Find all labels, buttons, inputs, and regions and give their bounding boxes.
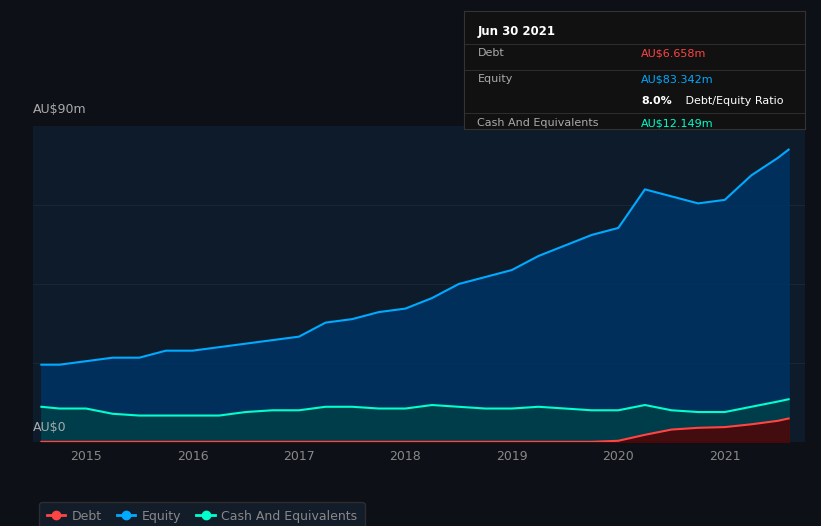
Legend: Debt, Equity, Cash And Equivalents: Debt, Equity, Cash And Equivalents [39,502,365,526]
Text: Jun 30 2021: Jun 30 2021 [478,25,556,38]
Text: Debt/Equity Ratio: Debt/Equity Ratio [682,96,783,106]
Text: AU$90m: AU$90m [33,103,86,116]
Text: Equity: Equity [478,74,513,85]
Text: AU$12.149m: AU$12.149m [641,118,713,128]
Text: 8.0%: 8.0% [641,96,672,106]
Text: AU$83.342m: AU$83.342m [641,74,713,85]
Text: Debt: Debt [478,48,504,58]
Text: AU$6.658m: AU$6.658m [641,48,706,58]
Text: Cash And Equivalents: Cash And Equivalents [478,118,599,128]
Text: AU$0: AU$0 [33,421,67,434]
